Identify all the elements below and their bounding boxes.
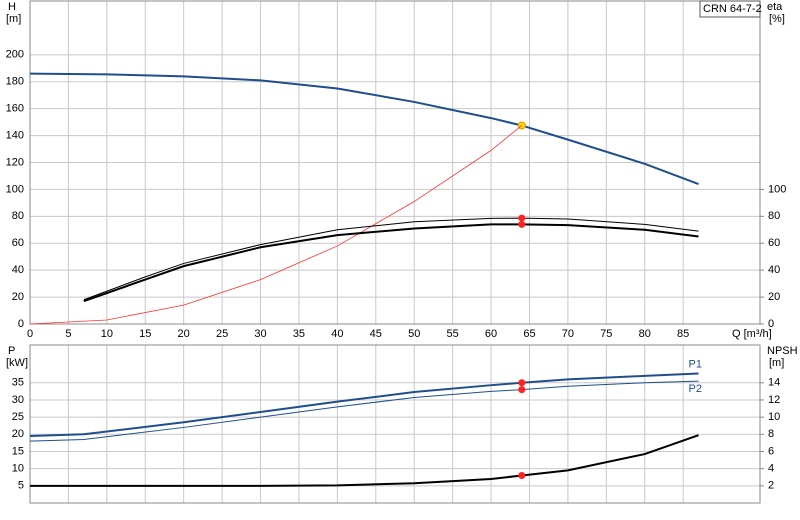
y-tick-label: 160 — [6, 103, 24, 115]
y2-axis-unit: [%] — [769, 13, 785, 25]
y2-tick-label: 2 — [768, 480, 774, 492]
legend-label: P1 — [689, 358, 702, 370]
y-tick-label: 15 — [12, 445, 24, 457]
title-box — [699, 0, 761, 18]
y-tick-label: 25 — [12, 411, 24, 423]
plot-frame — [29, 0, 761, 325]
y2-tick-label: 4 — [768, 463, 774, 475]
duty-point — [518, 379, 526, 387]
y-tick-label: 30 — [12, 394, 24, 406]
series-line — [29, 372, 699, 438]
y2-tick-label: 60 — [768, 237, 780, 249]
duty-point — [518, 386, 526, 394]
x-tick-label: 75 — [600, 328, 612, 340]
series-line — [29, 72, 699, 185]
chart-title: CRN 64-7-2 — [703, 3, 762, 15]
y-tick-label: 35 — [12, 377, 24, 389]
x-tick-label: 65 — [523, 328, 535, 340]
y-tick-label: 40 — [12, 264, 24, 276]
series-line — [30, 434, 699, 487]
y-tick-label: 0 — [18, 318, 24, 330]
x-tick-label: 55 — [447, 328, 459, 340]
y2-tick-label: 100 — [768, 183, 786, 195]
y-tick-label: 10 — [12, 463, 24, 475]
duty-point — [518, 220, 526, 228]
series-line — [29, 380, 699, 442]
y2-tick-label: 12 — [768, 394, 780, 406]
x-tick-label: 70 — [562, 328, 574, 340]
x-axis-label: Q [m³/h] — [732, 328, 772, 340]
plot-frame — [29, 344, 761, 504]
y-axis-label: P — [8, 345, 15, 357]
y-tick-label: 120 — [6, 156, 24, 168]
y-axis-unit: [m] — [6, 13, 21, 25]
y2-tick-label: 14 — [768, 377, 780, 389]
y2-tick-label: 20 — [768, 291, 780, 303]
y-tick-label: 20 — [12, 291, 24, 303]
y2-tick-label: 40 — [768, 264, 780, 276]
y2-tick-label: 10 — [768, 411, 780, 423]
y-tick-label: 5 — [18, 480, 24, 492]
legend-label: P2 — [689, 383, 702, 395]
x-tick-label: 10 — [101, 328, 113, 340]
y2-tick-label: 80 — [768, 210, 780, 222]
y-tick-label: 140 — [6, 129, 24, 141]
series-line — [83, 223, 699, 303]
y-tick-label: 180 — [6, 76, 24, 88]
x-tick-label: 40 — [331, 328, 343, 340]
y-axis-unit: [kW] — [6, 357, 28, 369]
y-tick-label: 80 — [12, 210, 24, 222]
x-tick-label: 15 — [139, 328, 151, 340]
x-tick-label: 0 — [27, 328, 33, 340]
y-tick-label: 200 — [6, 49, 24, 61]
x-tick-label: 60 — [485, 328, 497, 340]
x-tick-label: 85 — [677, 328, 689, 340]
series-line — [29, 125, 523, 325]
y-axis-label: H — [8, 1, 16, 13]
y2-axis-label: eta — [767, 1, 783, 13]
duty-point — [518, 214, 526, 222]
x-tick-label: 45 — [370, 328, 382, 340]
y2-tick-label: 8 — [768, 428, 774, 440]
y2-axis-label: NPSH — [767, 345, 798, 357]
x-tick-label: 5 — [65, 328, 71, 340]
x-tick-label: 20 — [178, 328, 190, 340]
y2-tick-label: 0 — [768, 318, 774, 330]
x-tick-label: 30 — [254, 328, 266, 340]
x-tick-label: 80 — [639, 328, 651, 340]
x-tick-label: 35 — [293, 328, 305, 340]
series-line — [83, 217, 699, 301]
duty-point — [518, 472, 526, 480]
x-tick-label: 50 — [408, 328, 420, 340]
y-tick-label: 20 — [12, 428, 24, 440]
y2-axis-unit: [m] — [769, 357, 784, 369]
x-tick-label: 25 — [216, 328, 228, 340]
y-tick-label: 60 — [12, 237, 24, 249]
y-tick-label: 100 — [6, 183, 24, 195]
plot-background — [30, 345, 760, 503]
y2-tick-label: 6 — [768, 445, 774, 457]
